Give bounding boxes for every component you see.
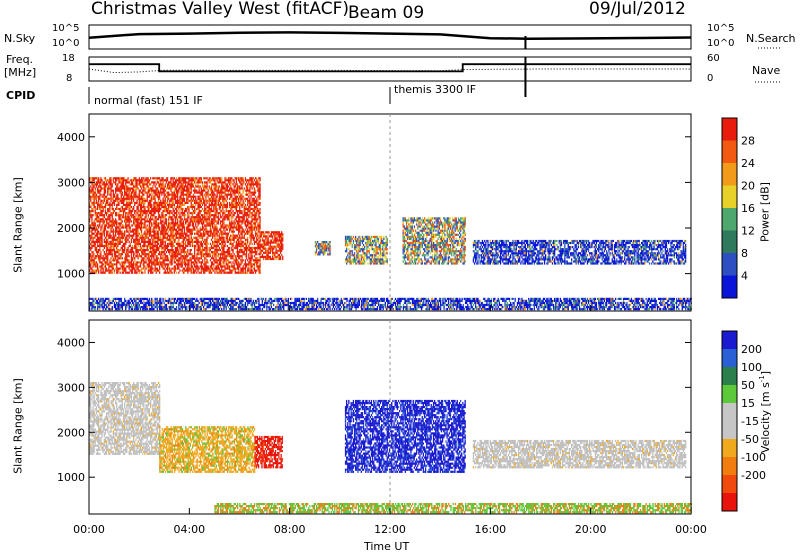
- velocity-colorbar-tick: 50: [741, 379, 755, 392]
- nave-label: Nave: [752, 65, 780, 76]
- velocity-colorbar-tick: -200: [741, 469, 766, 482]
- time-xtick-label: 00:00: [675, 523, 707, 536]
- power-colorbar-tick: 8: [741, 247, 748, 260]
- power-ylabel: Slant Range [km]: [13, 177, 24, 273]
- cpid-mode-normal: normal (fast) 151 IF: [94, 95, 203, 106]
- nsearch-tick-top: 10^5: [707, 24, 734, 34]
- power-colorbar-segment: [722, 231, 737, 254]
- power-colorbar-tick: 12: [741, 225, 755, 238]
- power-colorbar-segment: [722, 163, 737, 186]
- freq-panel-frame: [89, 57, 691, 81]
- power-ytick-label: 1000: [57, 268, 85, 281]
- velocity-colorbar-segment: [722, 385, 737, 404]
- power-colorbar-tick: 20: [741, 180, 755, 193]
- time-xtick-label: 12:00: [374, 523, 406, 536]
- velocity-ytick-label: 4000: [57, 336, 85, 349]
- velocity-colorbar-tick: 200: [741, 343, 762, 356]
- velocity-colorbar-segment: [722, 331, 737, 350]
- velocity-colorbar-segment: [722, 421, 737, 440]
- power-ytick-label: 3000: [57, 176, 85, 189]
- velocity-ylabel: Slant Range [km]: [13, 378, 24, 474]
- nsky-tick-top: 10^5: [52, 24, 79, 34]
- nsky-tick-bottom: 10^0: [52, 39, 79, 49]
- freq-tick-bottom: 8: [66, 74, 72, 84]
- freq-label: Freq.: [6, 54, 33, 65]
- velocity-colorbar-label: Velocity [m s-1]: [759, 371, 771, 453]
- station-title: Christmas Valley West (fitACF): [91, 1, 349, 18]
- time-xtick-label: 00:00: [73, 523, 105, 536]
- time-xtick-label: 16:00: [474, 523, 506, 536]
- velocity-colorbar-segment: [722, 367, 737, 386]
- power-colorbar-segment: [722, 141, 737, 164]
- power-colorbar-tick: 4: [741, 270, 748, 283]
- time-xtick-label: 20:00: [575, 523, 607, 536]
- power-colorbar-segment: [722, 186, 737, 209]
- velocity-colorbar-segment: [722, 439, 737, 458]
- cpid-mode-themis: themis 3300 IF: [394, 84, 476, 95]
- power-colorbar-label: Power [dB]: [760, 182, 771, 242]
- date-label: 09/Jul/2012: [589, 1, 686, 18]
- nsky-label: N.Sky: [4, 33, 35, 44]
- freq-tick-top: 18: [62, 54, 75, 64]
- power-ytick-label: 2000: [57, 222, 85, 235]
- beam-label: Beam 09: [348, 5, 424, 22]
- time-xtick-label: 04:00: [173, 523, 205, 536]
- velocity-colorbar-segment: [722, 493, 737, 512]
- power-colorbar-segment: [722, 118, 737, 141]
- velocity-colorbar-tick: -15: [741, 415, 759, 428]
- nave-tick-bottom: 0: [707, 74, 713, 84]
- velocity-colorbar-segment: [722, 457, 737, 476]
- velocity-colorbar-segment: [722, 349, 737, 368]
- nsky-panel-frame: [89, 25, 691, 49]
- power-colorbar-segment: [722, 276, 737, 299]
- nsearch-tick-bottom: 10^0: [707, 39, 734, 49]
- power-colorbar-segment: [722, 253, 737, 276]
- nave-tick-top: 60: [707, 54, 720, 64]
- velocity-colorbar-segment: [722, 403, 737, 422]
- cpid-label: CPID: [6, 90, 35, 101]
- power-colorbar-tick: 24: [741, 157, 755, 170]
- nsearch-label: N.Search: [746, 33, 796, 44]
- power-colorbar-tick: 28: [741, 135, 755, 148]
- velocity-ytick-label: 2000: [57, 426, 85, 439]
- time-xtick-label: 08:00: [274, 523, 306, 536]
- velocity-ytick-label: 3000: [57, 381, 85, 394]
- velocity-colorbar-tick: -50: [741, 433, 759, 446]
- velocity-colorbar-segment: [722, 475, 737, 494]
- power-colorbar-tick: 16: [741, 202, 755, 215]
- nsky-series-line: [89, 32, 691, 38]
- freq-unit-label: [MHz]: [4, 67, 36, 78]
- power-colorbar-segment: [722, 208, 737, 231]
- velocity-ytick-label: 1000: [57, 471, 85, 484]
- velocity-colorbar-tick: 15: [741, 397, 755, 410]
- power-ytick-label: 4000: [57, 131, 85, 144]
- time-xlabel: Time UT: [364, 541, 409, 552]
